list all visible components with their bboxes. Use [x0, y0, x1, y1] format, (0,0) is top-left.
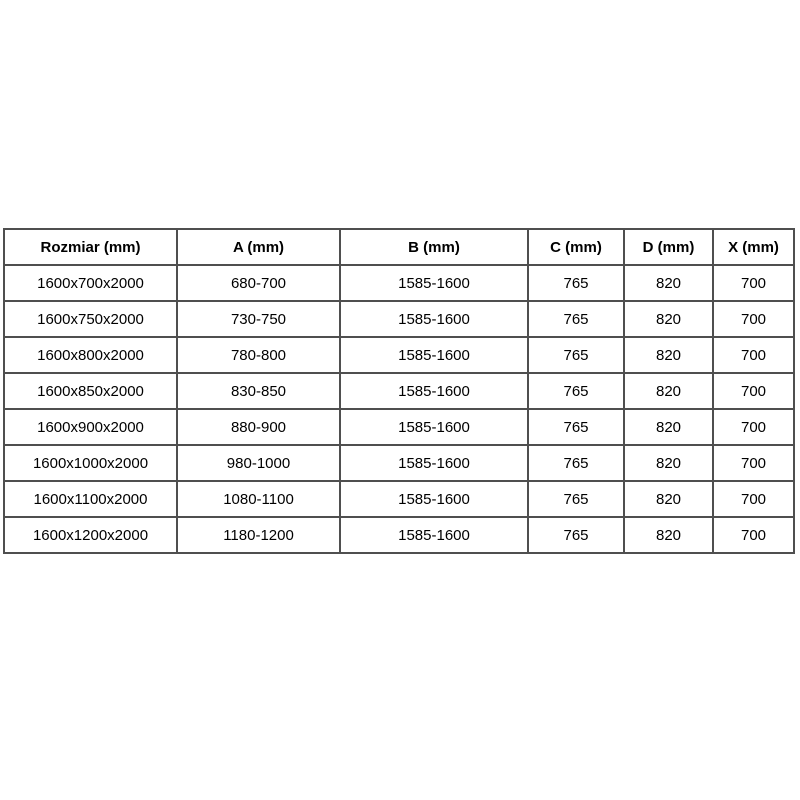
cell-x: 700 — [712, 516, 795, 554]
cell-a: 980-1000 — [176, 444, 341, 482]
table-row: 1600x750x2000 730-750 1585-1600 765 820 700 — [3, 300, 795, 338]
cell-d: 820 — [623, 336, 714, 374]
cell-rozmiar: 1600x850x2000 — [3, 372, 178, 410]
cell-b: 1585-1600 — [339, 300, 529, 338]
cell-c: 765 — [527, 336, 625, 374]
cell-d: 820 — [623, 300, 714, 338]
cell-c: 765 — [527, 264, 625, 302]
cell-a: 730-750 — [176, 300, 341, 338]
cell-c: 765 — [527, 408, 625, 446]
cell-x: 700 — [712, 480, 795, 518]
cell-d: 820 — [623, 408, 714, 446]
cell-c: 765 — [527, 516, 625, 554]
table-row: 1600x900x2000 880-900 1585-1600 765 820 700 — [3, 408, 795, 446]
cell-a: 1180-1200 — [176, 516, 341, 554]
cell-d: 820 — [623, 264, 714, 302]
cell-rozmiar: 1600x800x2000 — [3, 336, 178, 374]
cell-c: 765 — [527, 444, 625, 482]
column-header-b: B (mm) — [339, 228, 529, 266]
cell-rozmiar: 1600x1200x2000 — [3, 516, 178, 554]
cell-b: 1585-1600 — [339, 372, 529, 410]
cell-rozmiar: 1600x750x2000 — [3, 300, 178, 338]
cell-d: 820 — [623, 444, 714, 482]
cell-d: 820 — [623, 516, 714, 554]
size-specification-table: Rozmiar (mm) A (mm) B (mm) C (mm) D (mm) X (m… — [3, 228, 795, 554]
table-row: 1600x700x2000 680-700 1585-1600 765 820 700 — [3, 264, 795, 302]
cell-x: 700 — [712, 300, 795, 338]
cell-a: 880-900 — [176, 408, 341, 446]
cell-x: 700 — [712, 444, 795, 482]
cell-b: 1585-1600 — [339, 480, 529, 518]
table-row: 1600x850x2000 830-850 1585-1600 765 820 700 — [3, 372, 795, 410]
column-header-x: X (mm) — [712, 228, 795, 266]
cell-a: 1080-1100 — [176, 480, 341, 518]
cell-rozmiar: 1600x700x2000 — [3, 264, 178, 302]
cell-a: 830-850 — [176, 372, 341, 410]
cell-c: 765 — [527, 372, 625, 410]
table-body: 1600x700x2000 680-700 1585-1600 765 820 700 16… — [3, 264, 795, 554]
cell-c: 765 — [527, 480, 625, 518]
cell-x: 700 — [712, 372, 795, 410]
cell-x: 700 — [712, 336, 795, 374]
cell-rozmiar: 1600x1000x2000 — [3, 444, 178, 482]
cell-c: 765 — [527, 300, 625, 338]
cell-rozmiar: 1600x900x2000 — [3, 408, 178, 446]
cell-x: 700 — [712, 264, 795, 302]
column-header-d: D (mm) — [623, 228, 714, 266]
table-header: Rozmiar (mm) A (mm) B (mm) C (mm) D (mm) X (m… — [3, 228, 795, 266]
cell-rozmiar: 1600x1100x2000 — [3, 480, 178, 518]
table-row: 1600x1200x2000 1180-1200 1585-1600 765 820 70… — [3, 516, 795, 554]
cell-a: 780-800 — [176, 336, 341, 374]
header-row: Rozmiar (mm) A (mm) B (mm) C (mm) D (mm) X (m… — [3, 228, 795, 266]
cell-b: 1585-1600 — [339, 264, 529, 302]
table-row: 1600x1000x2000 980-1000 1585-1600 765 820 700 — [3, 444, 795, 482]
cell-b: 1585-1600 — [339, 408, 529, 446]
cell-d: 820 — [623, 480, 714, 518]
table-row: 1600x1100x2000 1080-1100 1585-1600 765 820 70… — [3, 480, 795, 518]
cell-a: 680-700 — [176, 264, 341, 302]
column-header-c: C (mm) — [527, 228, 625, 266]
cell-b: 1585-1600 — [339, 516, 529, 554]
cell-x: 700 — [712, 408, 795, 446]
column-header-a: A (mm) — [176, 228, 341, 266]
cell-b: 1585-1600 — [339, 444, 529, 482]
cell-b: 1585-1600 — [339, 336, 529, 374]
cell-d: 820 — [623, 372, 714, 410]
table-row: 1600x800x2000 780-800 1585-1600 765 820 700 — [3, 336, 795, 374]
column-header-rozmiar: Rozmiar (mm) — [3, 228, 178, 266]
